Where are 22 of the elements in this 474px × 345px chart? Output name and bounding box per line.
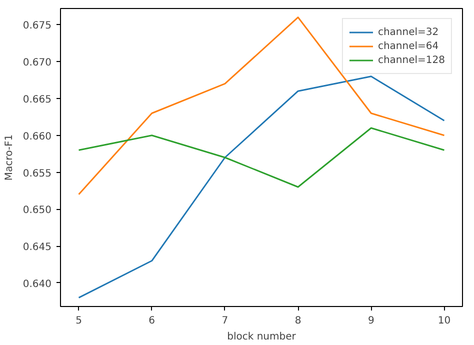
y-tick-label: 0.660 [22, 131, 52, 142]
legend-label: channel=64 [378, 40, 439, 53]
x-tick-label: 5 [76, 316, 82, 326]
x-tick-label: 6 [148, 316, 156, 326]
legend-label: channel=128 [378, 54, 445, 67]
line-series [78, 76, 445, 298]
y-tick-label: 0.670 [22, 58, 52, 69]
legend-label: channel=32 [378, 26, 439, 39]
x-tick-label: 8 [294, 316, 302, 326]
line-series [78, 127, 445, 188]
x-axis-title: block number [227, 332, 297, 342]
y-tick-label: 0.665 [22, 94, 52, 106]
y-axis-title: Macro-F1 [4, 134, 15, 181]
y-tick-label: 0.675 [22, 20, 52, 32]
y-tick-label: 0.645 [22, 242, 52, 254]
line-series [78, 16, 445, 196]
y-tick-label: 0.650 [22, 205, 52, 216]
y-tick-label: 0.655 [22, 168, 52, 180]
x-tick-label: 10 [438, 316, 451, 326]
y-tick-label: 0.640 [22, 278, 52, 290]
x-tick-label: 7 [222, 316, 228, 326]
x-tick-label: 9 [368, 316, 374, 326]
